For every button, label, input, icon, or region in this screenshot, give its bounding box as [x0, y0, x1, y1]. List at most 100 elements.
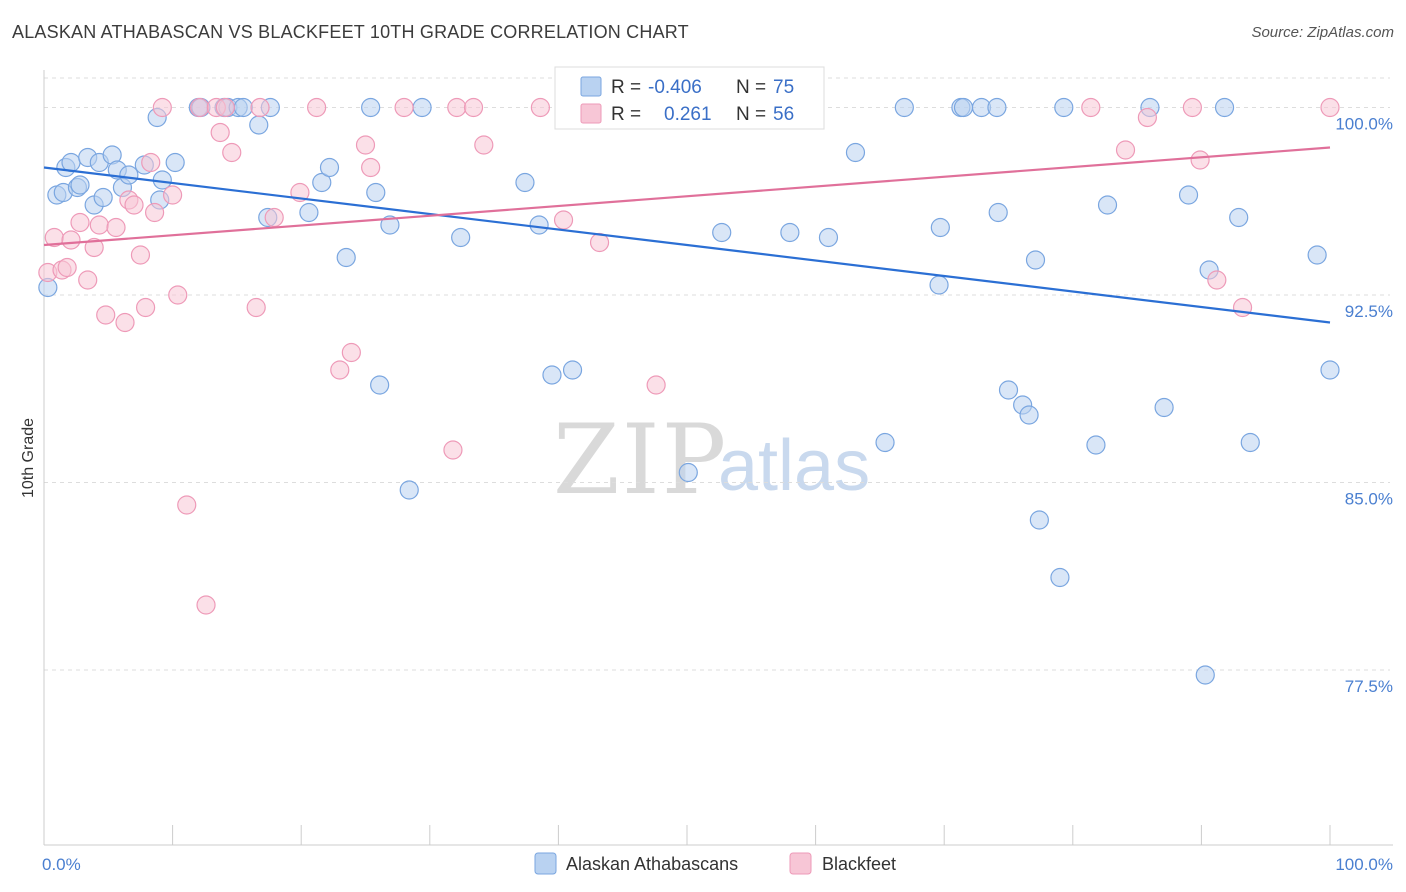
athabascan-point [370, 375, 390, 395]
athabascan-point [412, 97, 432, 118]
athabascan-point [1054, 97, 1074, 118]
blackfeet-point [307, 97, 327, 118]
blackfeet-point [89, 215, 109, 235]
legend-top: R = -0.406 N = 75 R = 0.261 N = 56 [554, 66, 825, 130]
athabascan-point [929, 275, 949, 295]
athabascan-point [233, 97, 253, 118]
legend-blue-n-value: 75 [773, 77, 794, 98]
athabascan-point [299, 202, 319, 223]
athabascan-point [988, 202, 1008, 223]
blackfeet-point [250, 97, 270, 118]
athabascan-point [678, 462, 698, 483]
athabascan-point [119, 165, 139, 185]
blackfeet-point [152, 97, 172, 118]
blackfeet-point [553, 210, 574, 230]
athabascan-point [380, 215, 400, 235]
legend-pink-n-label: N = [736, 104, 766, 125]
blackfeet-point [190, 97, 210, 118]
bottom-legend-label-pink: Blackfeet [822, 854, 896, 874]
athabascan-point [845, 142, 866, 163]
athabascan-point [1307, 245, 1327, 265]
athabascan-point [1178, 185, 1199, 205]
source-credit: Source: ZipAtlas.com [1251, 24, 1394, 41]
athabascan-point [1195, 665, 1215, 685]
blackfeet-point [646, 375, 666, 395]
athabascan-point [451, 227, 471, 248]
blackfeet-point [124, 195, 144, 215]
athabascan-trend-line [43, 166, 1331, 324]
blackfeet-point [474, 135, 494, 155]
blackfeet-point [196, 595, 216, 615]
blackfeet-point [1081, 97, 1101, 118]
blackfeet-point [57, 257, 77, 278]
athabascan-point [165, 152, 185, 173]
blackfeet-point [341, 342, 361, 363]
blackfeet-point [141, 152, 161, 173]
blackfeet-point [264, 207, 284, 228]
athabascan-point [780, 222, 800, 243]
blackfeet-point [463, 97, 484, 118]
athabascan-point [336, 247, 356, 268]
legend-pink-r-label: R = [611, 104, 641, 125]
y-tick-label: 100.0% [1335, 115, 1393, 134]
athabascan-point [515, 172, 535, 193]
athabascan-point [818, 227, 839, 248]
blackfeet-point [1137, 107, 1157, 128]
blackfeet-point [1320, 97, 1340, 118]
athabascan-point [998, 380, 1019, 400]
athabascan-point [1214, 97, 1235, 118]
athabascan-point [953, 97, 974, 118]
blackfeet-point [1115, 140, 1136, 160]
blackfeet-point [530, 97, 550, 118]
athabascan-point [312, 172, 332, 193]
blackfeet-point [361, 157, 381, 178]
athabascan-point [61, 152, 81, 173]
athabascan-point [542, 365, 562, 385]
athabascan-point [249, 115, 269, 135]
legend-bottom: Alaskan Athabascans Blackfeet [534, 852, 896, 875]
y-axis-title: 10th Grade [20, 418, 37, 498]
chart-title: ALASKAN ATHABASCAN VS BLACKFEET 10TH GRA… [12, 22, 689, 42]
athabascan-point [987, 97, 1007, 118]
blackfeet-point [210, 122, 230, 143]
athabascan-point [1019, 405, 1039, 425]
athabascan-point [712, 222, 732, 243]
x-tick-labels: 0.0% 100.0% [42, 855, 1393, 874]
blackfeet-point [115, 312, 135, 333]
trend-lines [43, 146, 1331, 324]
blackfeet-point [1182, 97, 1202, 118]
watermark-zip: ZIP [553, 404, 728, 516]
athabascan-point [1050, 567, 1070, 588]
blackfeet-point [246, 297, 266, 318]
blackfeet-point [61, 230, 81, 250]
legend-pink-n-value: 56 [773, 104, 794, 125]
blackfeet-point [168, 285, 188, 305]
y-tick-labels: 100.0% 92.5% 85.0% 77.5% [1335, 115, 1393, 697]
blackfeet-point [330, 360, 350, 380]
bottom-legend-label-blue: Alaskan Athabascans [566, 854, 738, 874]
blackfeet-point [1190, 150, 1210, 170]
legend-swatch-blue [580, 76, 602, 97]
y-tick-label: 85.0% [1345, 490, 1393, 509]
gridlines [44, 77, 1390, 671]
x-tick-label-end: 100.0% [1335, 855, 1393, 874]
athabascan-point [529, 215, 549, 235]
athabascan-point [1229, 207, 1249, 228]
athabascan-point [361, 97, 381, 118]
watermark: ZIP atlas [553, 404, 870, 516]
x-tick-label-start: 0.0% [42, 855, 81, 874]
y-tick-label: 92.5% [1345, 302, 1393, 321]
blackfeet-point [144, 202, 165, 223]
legend-pink-r-value: 0.261 [664, 104, 712, 125]
athabascan-point [1154, 397, 1174, 418]
blackfeet-point [394, 97, 414, 118]
athabascan-point [1086, 435, 1106, 455]
athabascan-point [319, 157, 340, 178]
watermark-atlas: atlas [718, 426, 870, 506]
y-tick-label: 77.5% [1345, 677, 1393, 696]
blackfeet-point [130, 245, 151, 265]
axes [43, 70, 1393, 846]
blackfeet-point [443, 440, 463, 460]
legend-swatch-pink [580, 103, 602, 124]
